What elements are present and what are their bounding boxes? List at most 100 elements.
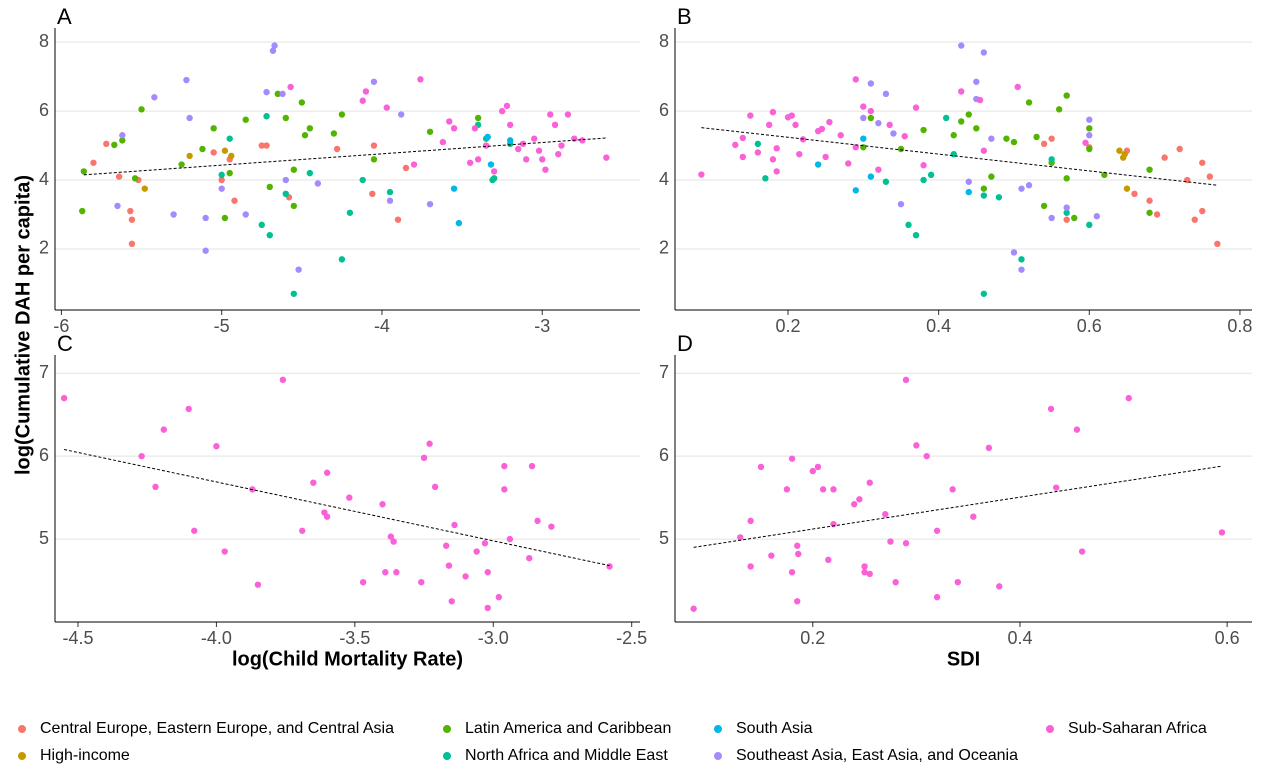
point	[912, 231, 920, 239]
legend-label: High-income	[40, 747, 130, 764]
point	[266, 183, 273, 191]
point	[551, 121, 559, 129]
point	[1063, 216, 1070, 223]
legend-label: Latin America and Caribbean	[465, 720, 671, 737]
point	[980, 147, 988, 154]
point	[263, 88, 270, 96]
point	[985, 444, 993, 452]
point	[221, 147, 229, 154]
x-tick-label: -4	[374, 316, 390, 336]
x-tick-label: -4.5	[62, 628, 93, 648]
point	[1116, 147, 1123, 154]
point	[279, 376, 287, 384]
point	[426, 440, 433, 447]
point	[314, 180, 322, 187]
panel-label: D	[677, 331, 693, 356]
point	[1047, 405, 1055, 413]
point	[912, 104, 920, 111]
point	[282, 114, 289, 122]
point	[769, 156, 777, 163]
y-tick-label: 6	[39, 445, 49, 465]
point	[484, 569, 491, 576]
point	[606, 563, 613, 570]
y-tick-label: 2	[39, 238, 49, 258]
point	[263, 113, 270, 120]
point	[970, 513, 977, 520]
point	[1199, 159, 1206, 166]
point	[471, 125, 479, 132]
point	[860, 114, 867, 122]
point	[1146, 209, 1153, 216]
point	[402, 164, 410, 172]
point	[890, 130, 897, 137]
point	[218, 176, 225, 184]
point	[867, 114, 875, 122]
point	[290, 166, 298, 173]
point	[501, 486, 508, 493]
point	[506, 535, 514, 543]
point	[501, 462, 508, 470]
point	[996, 583, 1003, 590]
point	[186, 152, 193, 160]
point	[949, 486, 956, 493]
point	[579, 137, 586, 144]
point	[795, 550, 802, 558]
point	[1176, 145, 1183, 153]
point	[445, 562, 453, 569]
point	[299, 527, 306, 534]
point	[338, 111, 346, 118]
point	[995, 194, 1003, 201]
point	[901, 133, 908, 140]
point	[773, 145, 780, 152]
point	[861, 569, 868, 576]
point	[794, 542, 801, 549]
point	[271, 42, 278, 49]
point	[1086, 116, 1093, 123]
point	[905, 221, 912, 229]
point	[535, 147, 543, 154]
point	[794, 598, 801, 605]
point	[210, 125, 217, 132]
point	[301, 132, 309, 139]
point	[1053, 484, 1060, 491]
point	[242, 211, 249, 218]
point	[369, 190, 376, 198]
point	[555, 150, 562, 158]
trend-line	[701, 127, 1218, 186]
point	[1010, 138, 1018, 146]
point	[306, 169, 314, 177]
point	[439, 138, 447, 146]
point	[1018, 185, 1025, 192]
legend-label: North Africa and Middle East	[465, 747, 668, 764]
point	[866, 479, 873, 486]
point	[526, 554, 533, 562]
point	[119, 132, 126, 139]
legend-marker	[443, 725, 451, 733]
legend-marker	[18, 725, 26, 733]
point	[466, 159, 474, 166]
point	[359, 97, 366, 104]
point	[484, 133, 491, 141]
point	[732, 141, 739, 149]
x-tick-label: -6	[53, 316, 69, 336]
point	[976, 96, 984, 104]
point	[542, 166, 549, 173]
point	[1206, 173, 1214, 180]
y-axis-label: log(Cumulative DAH per capita)	[12, 175, 34, 475]
point	[1003, 135, 1010, 142]
point	[362, 88, 370, 95]
point	[1018, 266, 1025, 273]
point	[390, 538, 397, 545]
point	[128, 240, 136, 248]
point	[221, 548, 228, 555]
point	[295, 266, 302, 273]
point	[119, 137, 126, 144]
y-tick-label: 8	[39, 31, 49, 51]
point	[1033, 133, 1040, 141]
point	[490, 168, 498, 175]
point	[1123, 185, 1131, 192]
point	[1086, 145, 1093, 153]
point	[739, 153, 746, 161]
point	[861, 563, 868, 570]
